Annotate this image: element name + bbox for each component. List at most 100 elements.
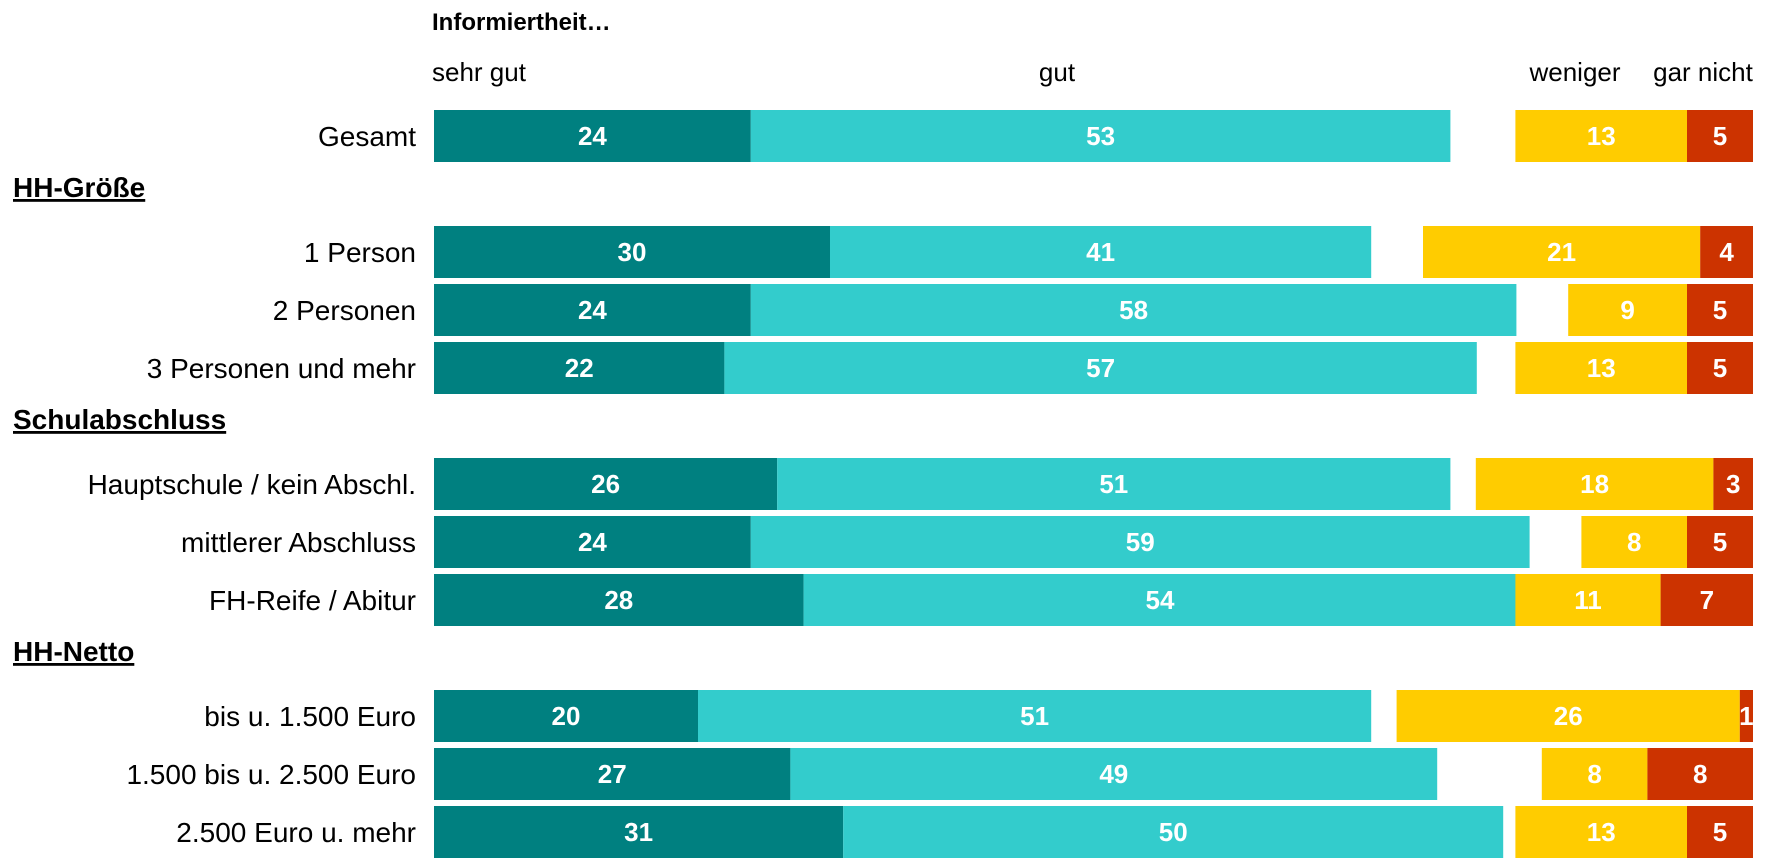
bar-segment-gar-nicht: [1687, 342, 1753, 394]
bar-segment-sehr-gut: [434, 458, 778, 510]
bar-segment-sehr-gut: [434, 226, 830, 278]
data-label-weniger: 26: [1554, 701, 1583, 731]
bar-row: mittlerer Abschluss 24 59 8 5: [181, 516, 1753, 568]
bar-segment-gut: [803, 574, 1517, 626]
bar-row: 2 Personen 24 58 9 5: [273, 284, 1753, 336]
category-label: 1.500 bis u. 2.500 Euro: [126, 759, 416, 790]
bar-segment-gut: [750, 284, 1517, 336]
bar-segment-gar-nicht: [1647, 748, 1753, 800]
bar-row: bis u. 1.500 Euro 20 51 26 1: [204, 690, 1754, 742]
bar-segment-gar-nicht: [1713, 458, 1753, 510]
bar-segment-gar-nicht: [1687, 110, 1753, 162]
bar-segment-gar-nicht: [1739, 690, 1753, 742]
data-label-weniger: 13: [1587, 817, 1616, 847]
bar-segment-weniger: [1515, 110, 1687, 162]
bar-segment-sehr-gut: [434, 342, 725, 394]
data-label-gut: 59: [1126, 527, 1155, 557]
bar-row: FH-Reife / Abitur 28 54 11 7: [209, 574, 1753, 626]
data-label-gar-nicht: 4: [1719, 237, 1734, 267]
bar-segment-sehr-gut: [434, 574, 804, 626]
bar-segment-gut: [698, 690, 1372, 742]
column-header-3: weniger: [1528, 57, 1620, 87]
data-label-sehr-gut: 24: [578, 527, 607, 557]
category-label: bis u. 1.500 Euro: [204, 701, 416, 732]
data-label-gut: 51: [1099, 469, 1128, 499]
data-label-weniger: 18: [1580, 469, 1609, 499]
bar-segment-weniger: [1568, 284, 1687, 336]
group-heading: HH-Größe: [13, 172, 145, 203]
data-label-gut: 53: [1086, 121, 1115, 151]
bar-segment-weniger: [1475, 458, 1714, 510]
bar-segment-sehr-gut: [434, 690, 698, 742]
bar-segment-weniger: [1581, 516, 1687, 568]
category-label: Gesamt: [318, 121, 416, 152]
bar-segment-gut: [750, 516, 1530, 568]
data-label-weniger: 13: [1587, 353, 1616, 383]
data-label-sehr-gut: 27: [598, 759, 627, 789]
bar-segment-weniger: [1515, 806, 1687, 858]
data-label-gut: 41: [1086, 237, 1115, 267]
bar-row: 1 Person 30 41 21 4: [304, 226, 1753, 278]
bar-segment-gut: [843, 806, 1504, 858]
category-label: 1 Person: [304, 237, 416, 268]
data-label-weniger: 8: [1627, 527, 1641, 557]
data-label-weniger: 13: [1587, 121, 1616, 151]
data-label-weniger: 11: [1574, 585, 1602, 615]
data-label-sehr-gut: 26: [591, 469, 620, 499]
column-header-2: gut: [1039, 57, 1076, 87]
column-header-1: sehr gut: [432, 57, 527, 87]
bar-segment-gar-nicht: [1700, 226, 1753, 278]
data-label-sehr-gut: 20: [552, 701, 581, 731]
category-label: FH-Reife / Abitur: [209, 585, 416, 616]
data-label-weniger: 21: [1547, 237, 1576, 267]
category-label: mittlerer Abschluss: [181, 527, 416, 558]
column-headers: sehr gut gut weniger gar nicht: [432, 57, 1754, 87]
bar-segment-sehr-gut: [434, 806, 844, 858]
data-label-gar-nicht: 3: [1726, 469, 1740, 499]
bar-segment-weniger: [1515, 342, 1687, 394]
bar-segment-sehr-gut: [434, 110, 751, 162]
bar-segment-gar-nicht: [1687, 516, 1753, 568]
bar-segment-sehr-gut: [434, 284, 751, 336]
category-label: 2.500 Euro u. mehr: [176, 817, 416, 848]
bar-segment-weniger: [1541, 748, 1648, 800]
data-label-gar-nicht: 5: [1713, 817, 1727, 847]
bar-segment-gut: [724, 342, 1477, 394]
group-heading: Schulabschluss: [13, 404, 226, 435]
data-label-gar-nicht: 5: [1713, 295, 1727, 325]
data-label-gut: 58: [1119, 295, 1148, 325]
data-label-sehr-gut: 24: [578, 121, 607, 151]
bar-segment-weniger: [1396, 690, 1740, 742]
bar-segment-sehr-gut: [434, 516, 751, 568]
data-label-sehr-gut: 30: [618, 237, 647, 267]
data-label-sehr-gut: 22: [565, 353, 594, 383]
bar-segment-gar-nicht: [1687, 284, 1753, 336]
data-label-gar-nicht: 1: [1739, 701, 1753, 731]
bar-segment-gut: [830, 226, 1372, 278]
data-label-gut: 49: [1099, 759, 1128, 789]
bar-segment-gut: [790, 748, 1438, 800]
data-label-gar-nicht: 7: [1700, 585, 1714, 615]
bar-row: Gesamt 24 53 13 5: [318, 110, 1753, 162]
data-label-weniger: 9: [1620, 295, 1634, 325]
category-label: Hauptschule / kein Abschl.: [88, 469, 416, 500]
data-label-gut: 54: [1146, 585, 1175, 615]
bar-segment-gut: [777, 458, 1451, 510]
bar-segment-gar-nicht: [1687, 806, 1753, 858]
data-label-gut: 57: [1086, 353, 1115, 383]
bar-segment-sehr-gut: [434, 748, 791, 800]
bar-row: Hauptschule / kein Abschl. 26 51 18 3: [88, 458, 1753, 510]
data-label-gar-nicht: 5: [1713, 353, 1727, 383]
bar-segment-gut: [750, 110, 1451, 162]
category-label: 2 Personen: [273, 295, 416, 326]
data-label-sehr-gut: 28: [604, 585, 633, 615]
data-label-gar-nicht: 5: [1713, 121, 1727, 151]
data-label-gar-nicht: 5: [1713, 527, 1727, 557]
data-label-sehr-gut: 24: [578, 295, 607, 325]
data-label-gut: 50: [1159, 817, 1188, 847]
group-heading: HH-Netto: [13, 636, 134, 667]
bar-row: 1.500 bis u. 2.500 Euro 27 49 8 8: [126, 748, 1753, 800]
bar-row: 2.500 Euro u. mehr 31 50 13 5: [176, 806, 1753, 858]
